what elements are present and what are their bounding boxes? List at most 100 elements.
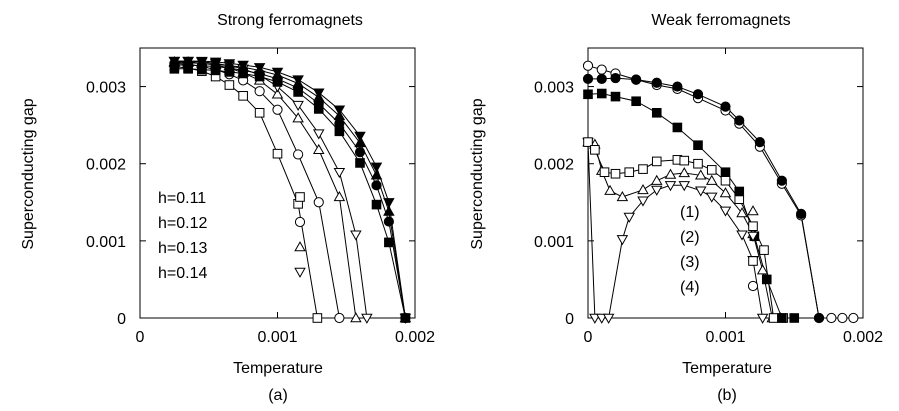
series-line bbox=[174, 68, 406, 319]
data-point bbox=[672, 122, 683, 133]
data-point bbox=[596, 73, 607, 84]
y-tick-label: 0 bbox=[565, 311, 574, 328]
data-point bbox=[631, 96, 641, 107]
data-point bbox=[813, 312, 825, 324]
series-markers-a bbox=[168, 55, 412, 324]
data-point bbox=[624, 167, 635, 177]
data-point bbox=[350, 230, 362, 241]
data-point bbox=[650, 174, 663, 185]
x-axis-label-a: Temperature bbox=[233, 360, 323, 377]
data-point bbox=[651, 156, 662, 167]
legend-entry-label: h=0.12 bbox=[158, 215, 207, 232]
axis-ticks-b: 0 0.001 0.002 0 0.001 0.002 0.003 bbox=[534, 48, 883, 346]
data-point bbox=[168, 56, 181, 68]
data-point bbox=[734, 186, 745, 197]
axis-ticks-a: 0 0.001 0.002 0 0.001 0.002 0.003 bbox=[86, 48, 435, 346]
data-point bbox=[333, 168, 346, 179]
data-point bbox=[678, 181, 691, 192]
chart-title-a: Strong ferromagnets bbox=[217, 12, 363, 29]
y-tick-label: 0.002 bbox=[534, 157, 574, 174]
x-tick-label: 0.001 bbox=[705, 329, 745, 346]
y-tick-label: 0 bbox=[117, 311, 126, 328]
data-point bbox=[759, 245, 769, 255]
data-point bbox=[371, 199, 382, 210]
data-point bbox=[761, 274, 772, 285]
data-point bbox=[748, 221, 758, 231]
data-point bbox=[756, 313, 769, 324]
y-axis-label-a: Superconducting gap bbox=[20, 98, 37, 249]
data-point bbox=[610, 72, 621, 84]
legend-marker bbox=[295, 192, 305, 202]
data-point bbox=[237, 60, 249, 71]
data-point bbox=[719, 187, 732, 198]
x-axis-label-b: Temperature bbox=[682, 360, 772, 377]
legend-marker bbox=[748, 256, 758, 266]
panel-label-a: (a) bbox=[268, 387, 288, 404]
data-point bbox=[694, 186, 707, 197]
x-tick-label: 0.001 bbox=[257, 329, 297, 346]
data-point bbox=[720, 175, 731, 186]
data-point bbox=[196, 56, 208, 68]
data-point bbox=[292, 75, 304, 86]
panel-label-b: (b) bbox=[717, 387, 737, 404]
data-point bbox=[182, 56, 194, 68]
legend-entry-label: h=0.13 bbox=[158, 240, 207, 257]
data-point bbox=[789, 313, 800, 323]
data-point bbox=[583, 89, 593, 100]
data-point bbox=[354, 147, 366, 158]
data-point bbox=[595, 313, 608, 324]
data-point bbox=[720, 167, 731, 177]
data-point bbox=[313, 197, 324, 208]
legend-a: h=0.11 h=0.12 h=0.13 h=0.14 bbox=[158, 190, 306, 282]
y-axis-label-b: Superconducting gap bbox=[469, 98, 486, 249]
legend-entry-label: h=0.11 bbox=[158, 190, 206, 207]
data-point bbox=[350, 312, 362, 323]
y-tick-label: 0.001 bbox=[534, 234, 574, 251]
data-point bbox=[333, 190, 346, 202]
data-point bbox=[399, 313, 412, 324]
x-tick-label: 0.002 bbox=[395, 329, 435, 346]
data-point bbox=[706, 165, 717, 175]
series-line bbox=[587, 65, 854, 319]
data-point bbox=[826, 312, 837, 324]
data-point bbox=[384, 237, 394, 248]
legend-entry-label: (4) bbox=[680, 279, 700, 296]
data-point bbox=[354, 136, 366, 148]
data-point bbox=[679, 155, 690, 166]
y-tick-label: 0.003 bbox=[86, 80, 126, 97]
data-point bbox=[651, 108, 662, 118]
data-point bbox=[734, 115, 745, 126]
legend-b: (1) (2) (3) (4) bbox=[680, 204, 759, 296]
data-point bbox=[631, 74, 642, 85]
data-point bbox=[354, 131, 366, 142]
data-point bbox=[361, 313, 373, 324]
data-point bbox=[837, 312, 848, 324]
data-point bbox=[693, 158, 703, 169]
data-point bbox=[777, 313, 787, 323]
data-point bbox=[637, 184, 649, 195]
data-point bbox=[370, 169, 383, 180]
y-tick-label: 0.001 bbox=[86, 234, 126, 251]
data-point bbox=[610, 91, 621, 102]
legend-entry-label: h=0.14 bbox=[158, 265, 207, 282]
data-point bbox=[796, 208, 807, 219]
data-point bbox=[334, 118, 345, 129]
data-point bbox=[312, 129, 325, 140]
data-point bbox=[271, 88, 284, 99]
data-point bbox=[678, 167, 691, 178]
data-point bbox=[664, 168, 677, 179]
data-point bbox=[693, 140, 703, 150]
data-point bbox=[692, 89, 704, 100]
data-point bbox=[650, 185, 663, 196]
x-tick-label: 0.002 bbox=[843, 329, 883, 346]
data-point bbox=[736, 207, 748, 218]
legend-entry-label: (2) bbox=[680, 229, 700, 246]
data-point bbox=[292, 112, 304, 123]
data-point bbox=[638, 164, 648, 174]
data-point bbox=[312, 313, 323, 323]
data-point bbox=[694, 169, 707, 180]
data-point bbox=[254, 108, 265, 118]
x-tick-label: 0 bbox=[136, 329, 145, 346]
data-point bbox=[582, 60, 594, 71]
